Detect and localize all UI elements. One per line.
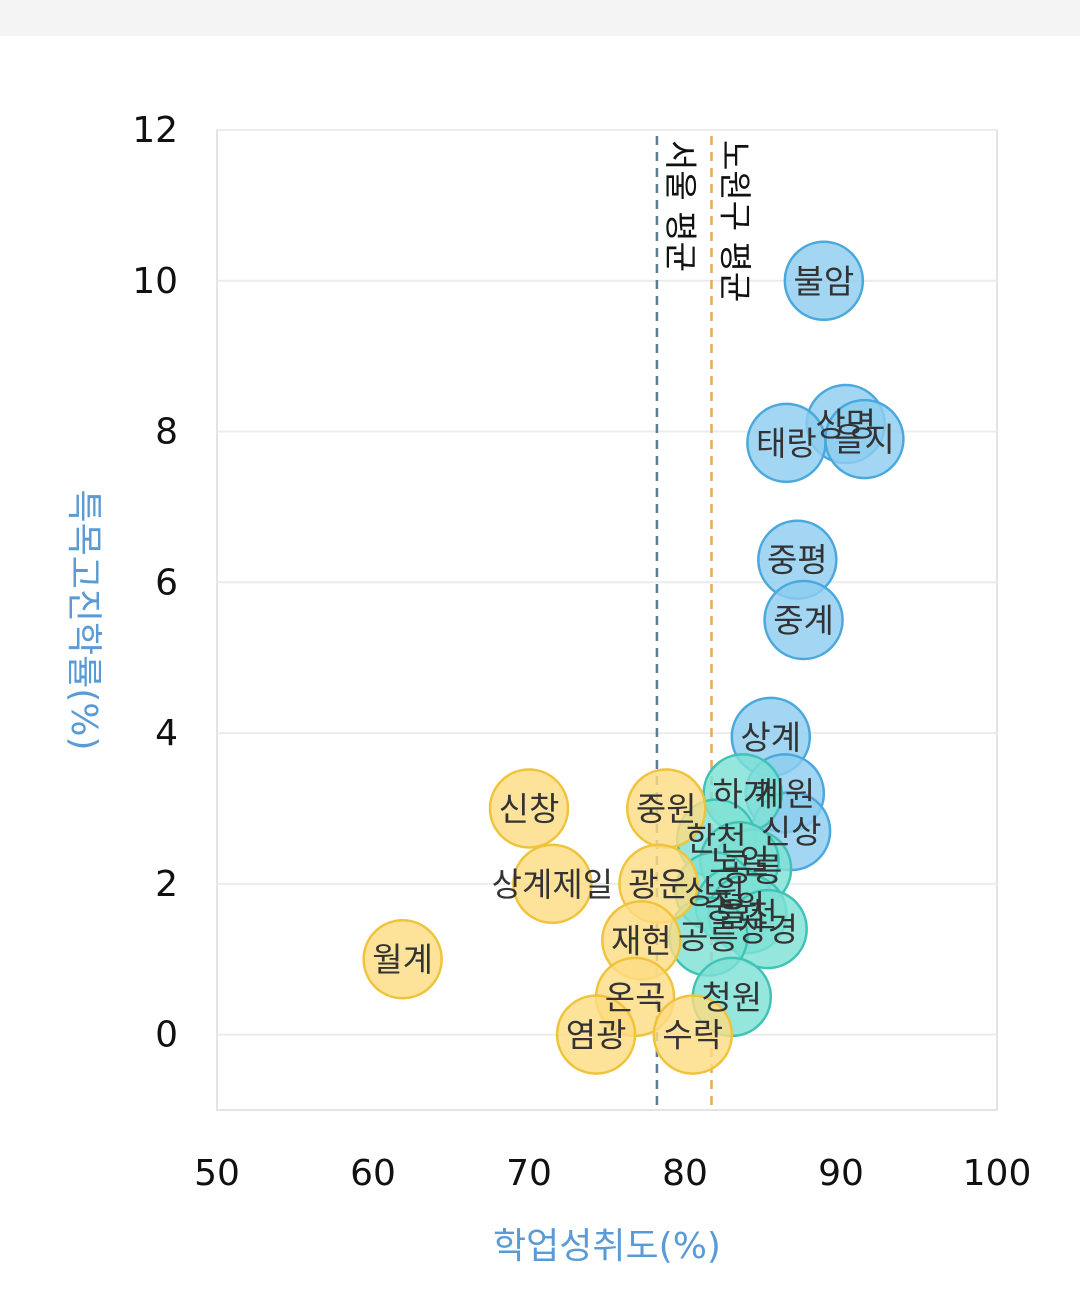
bubble-label: 중원 — [705, 887, 766, 926]
y-tick-label: 12 — [132, 110, 178, 151]
y-tick-label: 10 — [132, 261, 178, 302]
tick-labels: 0 2 4 6 8 10 12 50 60 70 80 90 100 — [132, 110, 1031, 1194]
x-tick-label: 70 — [506, 1153, 552, 1194]
bubble-label: 월계 — [372, 940, 433, 979]
x-tick-label: 100 — [963, 1153, 1032, 1194]
top-bar — [0, 0, 1080, 36]
bubble-label: 신상 — [761, 812, 822, 851]
y-tick-label: 6 — [155, 562, 178, 603]
bubble-label: 중원 — [636, 789, 697, 828]
y-tick-label: 0 — [155, 1015, 178, 1056]
bubble-label: 상명 — [815, 405, 876, 444]
bubble-label: 염광 — [566, 1016, 627, 1055]
y-tick-label: 8 — [155, 412, 178, 453]
bubble-label: 재현 — [611, 921, 672, 960]
x-axis-title: 학업성취도(%) — [493, 1226, 721, 1267]
bubble — [488, 768, 570, 849]
bubble — [746, 402, 827, 484]
bubble-label: 상계 — [740, 718, 801, 757]
bubble — [763, 579, 844, 661]
bubble — [652, 994, 734, 1075]
bubble-label: 을천 — [717, 895, 778, 934]
bubble-label: 공릉 — [678, 918, 739, 957]
bubble-label: 계원 — [754, 774, 815, 813]
bubble — [555, 994, 637, 1075]
y-tick-label: 2 — [155, 864, 178, 905]
bubble-label: 태랑 — [756, 424, 817, 463]
bubble-label: 청원 — [701, 978, 762, 1017]
bubbles: 불암상명을지태랑중평중계상계계원신상하계한천공릉노일상원중원을천상경공릉청원신창… — [362, 240, 905, 1075]
bubble-label: 수락 — [662, 1016, 723, 1055]
bubble-label: 하계 — [712, 774, 773, 813]
bubble-label: 불암 — [793, 262, 854, 301]
bubble-label: 중평 — [767, 541, 828, 580]
x-tick-label: 60 — [350, 1153, 396, 1194]
y-axis-title: 특목고진학률(%) — [63, 489, 104, 750]
bubble-label: 온곡 — [605, 978, 666, 1017]
bubble — [783, 240, 865, 322]
gridlines — [217, 129, 997, 1036]
bubble — [362, 918, 443, 1000]
bubble — [512, 843, 593, 925]
bubble-label: 을지 — [834, 420, 895, 459]
bubble-label: 상경 — [737, 910, 798, 949]
reference-lines: 서울 평균 노원구 평균 — [655, 136, 755, 1110]
y-tick-label: 4 — [155, 713, 178, 754]
reference-line-label: 노원구 평균 — [716, 140, 755, 302]
x-tick-label: 80 — [662, 1153, 708, 1194]
bubble-label: 노일 — [709, 842, 770, 881]
reference-line-label: 서울 평균 — [661, 140, 700, 272]
bubble-label: 상계제일 — [492, 865, 613, 904]
bubble-label: 광운 — [628, 865, 689, 904]
bubble-label: 신창 — [499, 789, 560, 828]
bubble-label: 한천 — [686, 820, 747, 859]
x-tick-label: 50 — [194, 1153, 240, 1194]
bubble-label: 중계 — [773, 601, 834, 640]
bubble-label: 상원 — [684, 872, 745, 911]
x-tick-label: 90 — [818, 1153, 864, 1194]
plot-frame — [216, 129, 998, 1111]
bubble-label: 공릉 — [722, 850, 783, 889]
